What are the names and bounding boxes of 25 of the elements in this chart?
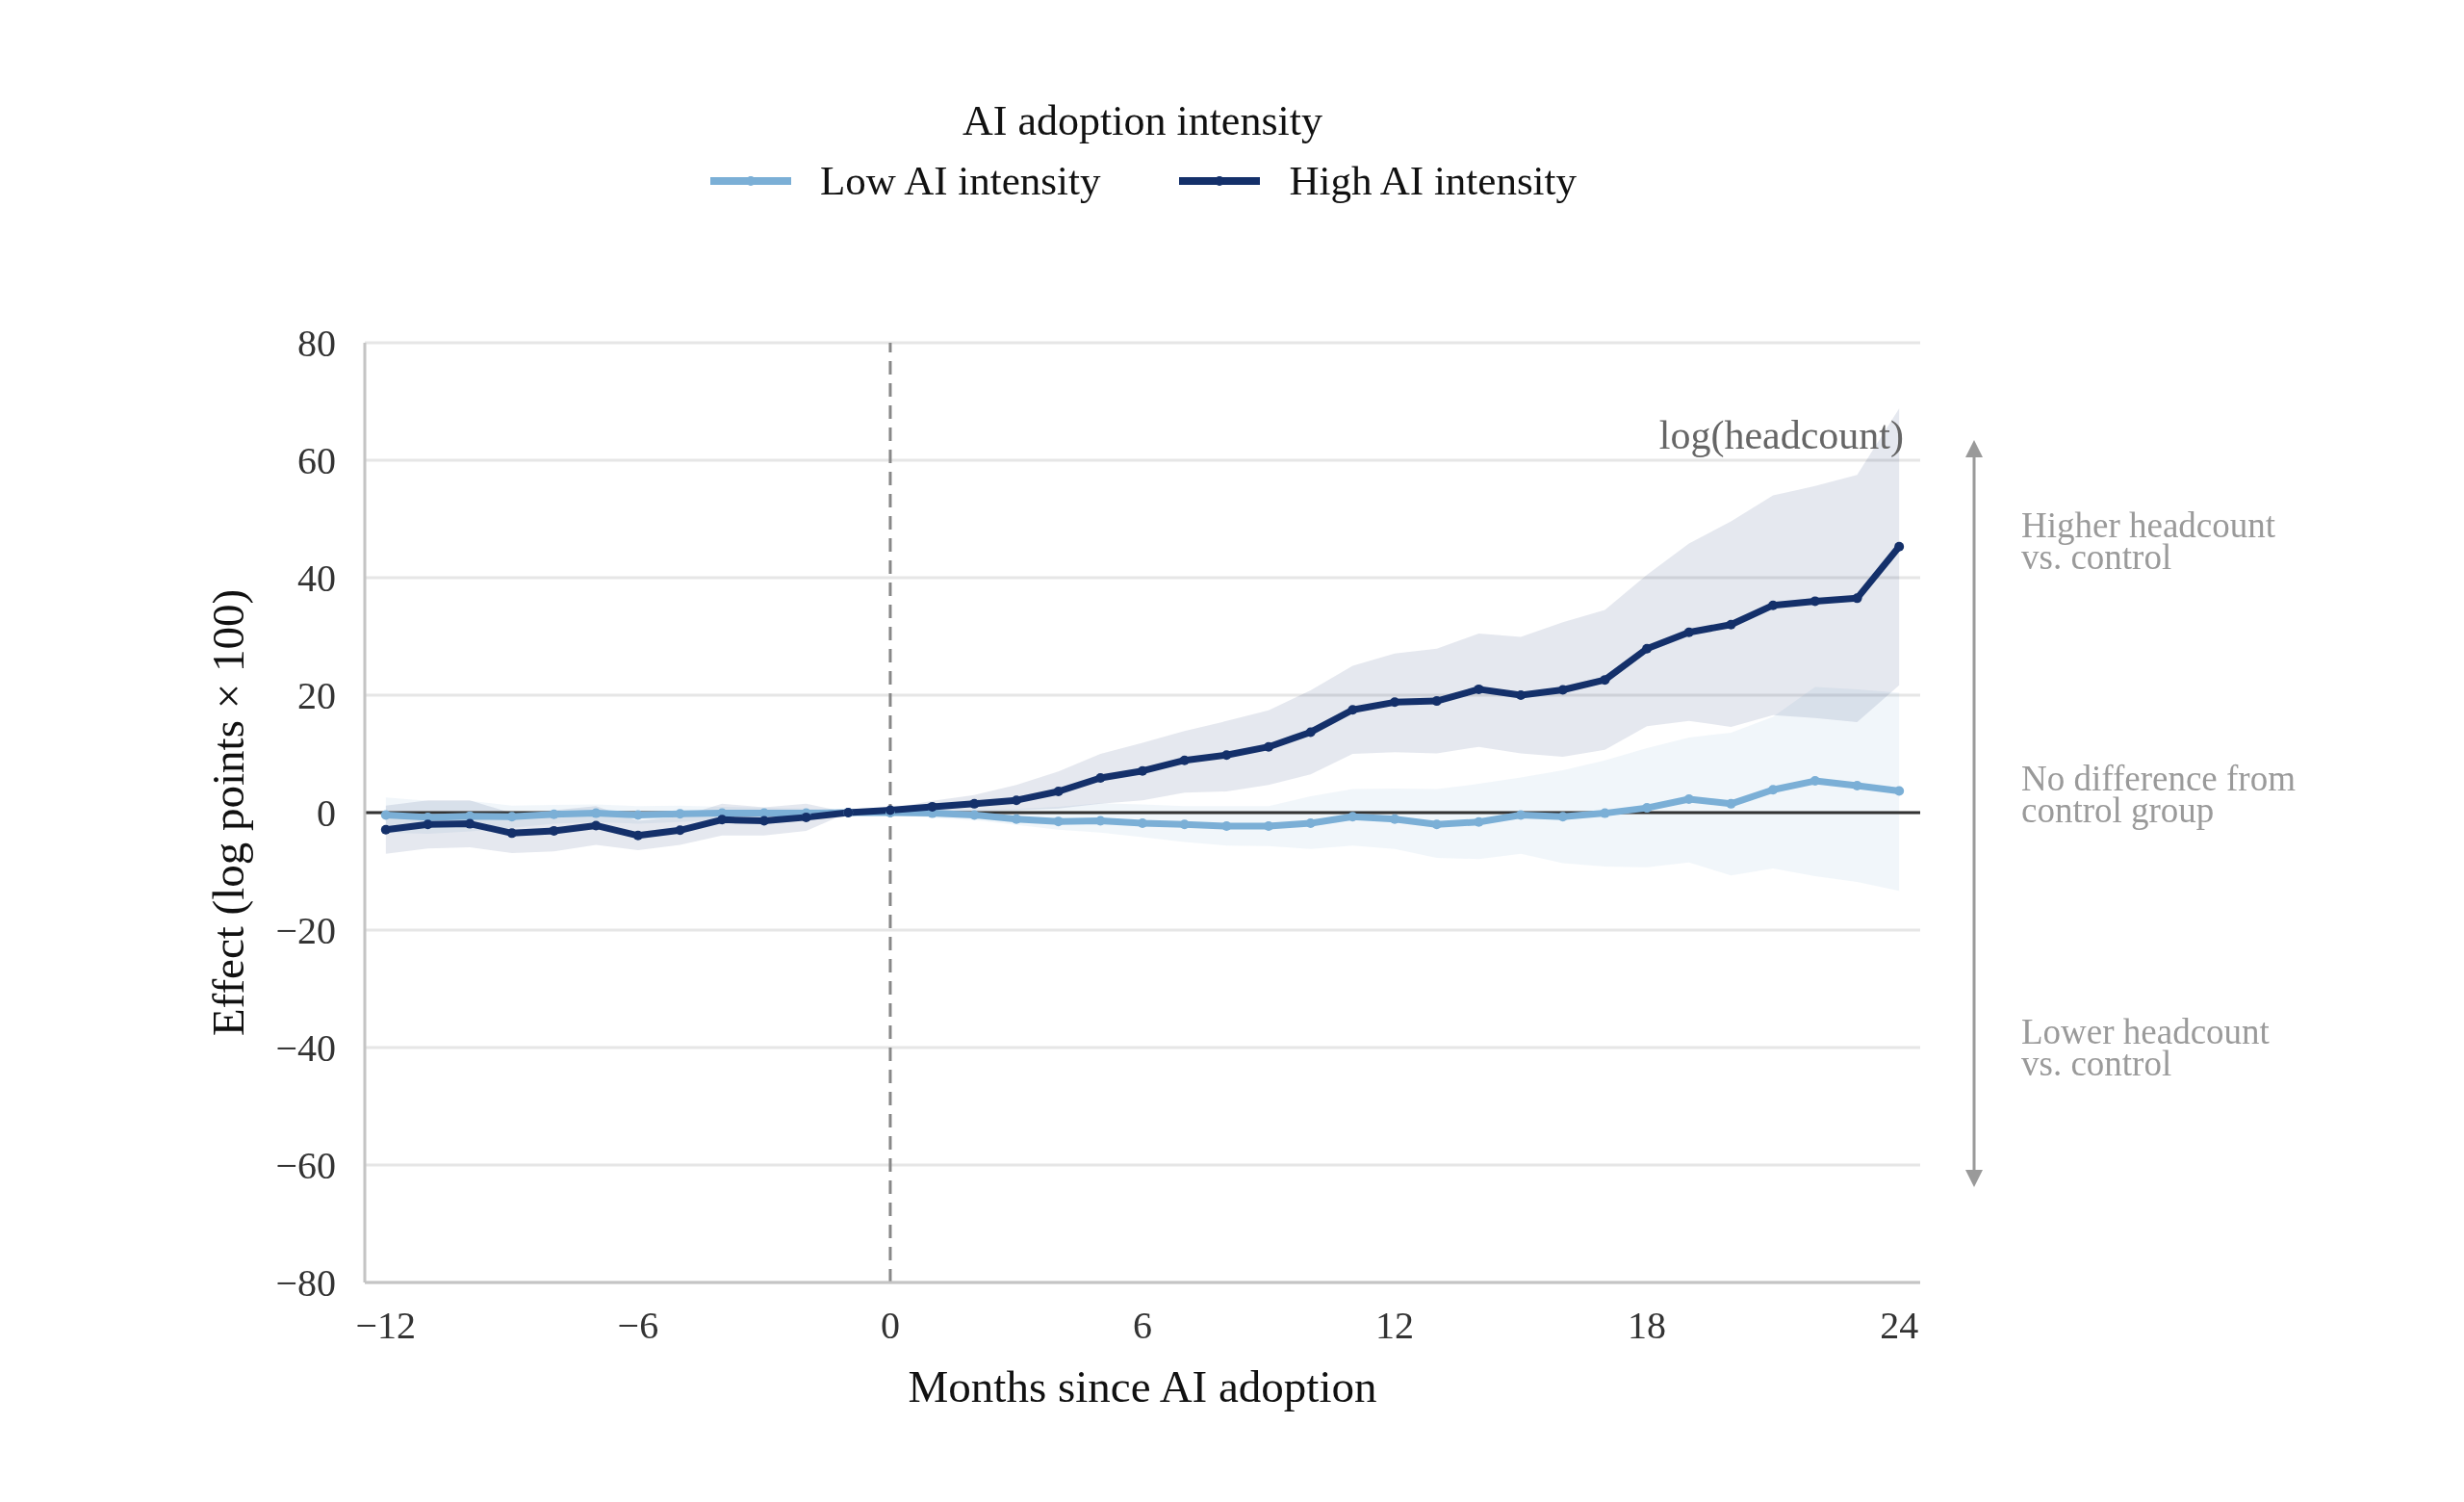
x-tick-label: 24	[1880, 1304, 1919, 1348]
y-tick-label: −20	[275, 909, 336, 953]
text: Higher headcount vs. control	[2021, 505, 2277, 577]
x-axis-title: Months since AI adoption	[907, 1360, 1378, 1413]
legend-label: High AI intensity	[1289, 157, 1578, 205]
x-tick-label: 12	[1375, 1304, 1415, 1348]
y-tick-label: −40	[275, 1026, 336, 1071]
y-tick-label: 40	[297, 557, 336, 601]
x-tick-label: 6	[1133, 1304, 1152, 1348]
legend-label: Low AI intensity	[819, 157, 1101, 205]
y-tick-label: −80	[275, 1261, 336, 1306]
x-tick-label: −6	[617, 1304, 659, 1348]
x-tick-label: 18	[1628, 1304, 1667, 1348]
text: Lower headcount vs. control	[2021, 1011, 2271, 1083]
x-tick-label: 0	[880, 1304, 900, 1348]
legend-title: AI adoption intensity	[962, 96, 1322, 146]
y-tick-label: 80	[297, 322, 336, 366]
y-tick-label: 20	[297, 674, 336, 718]
y-tick-label: 60	[297, 439, 336, 483]
x-tick-label: −12	[355, 1304, 417, 1348]
text: No difference from control group	[2021, 758, 2297, 830]
annotation: log(headcount)	[1657, 412, 1904, 459]
y-tick-label: −60	[275, 1144, 336, 1188]
y-tick-label: 0	[317, 791, 336, 836]
y-axis-title: Effect (log points × 100)	[202, 587, 254, 1039]
